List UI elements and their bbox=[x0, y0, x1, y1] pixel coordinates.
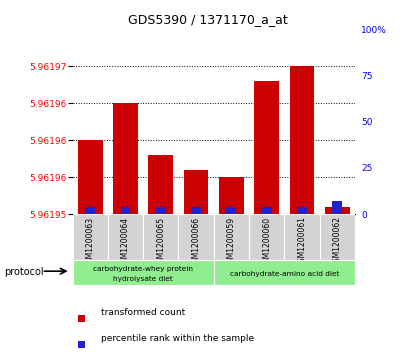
Text: GSM1200063: GSM1200063 bbox=[86, 216, 95, 268]
Bar bbox=[227, 207, 236, 214]
Text: GSM1200061: GSM1200061 bbox=[298, 216, 306, 268]
Text: GSM1200065: GSM1200065 bbox=[156, 216, 165, 268]
Bar bbox=[249, 214, 284, 260]
Bar bbox=[156, 207, 166, 214]
Bar bbox=[85, 207, 95, 214]
Text: GSM1200062: GSM1200062 bbox=[333, 216, 342, 268]
Bar bbox=[214, 260, 355, 285]
Bar bbox=[262, 207, 271, 214]
Bar bbox=[184, 170, 208, 214]
Bar bbox=[149, 155, 173, 214]
Bar bbox=[297, 207, 307, 214]
Text: carbohydrate-amino acid diet: carbohydrate-amino acid diet bbox=[229, 271, 339, 277]
Bar bbox=[284, 214, 320, 260]
Bar bbox=[73, 214, 108, 260]
Text: carbohydrate-whey protein: carbohydrate-whey protein bbox=[93, 266, 193, 272]
Text: GSM1200060: GSM1200060 bbox=[262, 216, 271, 268]
Bar bbox=[332, 201, 342, 214]
Bar bbox=[78, 140, 103, 214]
Text: protocol: protocol bbox=[4, 266, 44, 277]
Bar bbox=[73, 260, 214, 285]
Text: GSM1200064: GSM1200064 bbox=[121, 216, 130, 268]
Text: GSM1200066: GSM1200066 bbox=[192, 216, 200, 268]
Bar bbox=[320, 214, 355, 260]
Bar bbox=[191, 207, 201, 214]
Text: percentile rank within the sample: percentile rank within the sample bbox=[101, 334, 254, 343]
Bar bbox=[254, 81, 279, 214]
Text: GSM1200059: GSM1200059 bbox=[227, 216, 236, 268]
Bar bbox=[325, 207, 349, 214]
Bar bbox=[78, 341, 85, 348]
Text: transformed count: transformed count bbox=[101, 308, 185, 317]
Bar bbox=[219, 177, 244, 214]
Bar bbox=[143, 214, 178, 260]
Bar bbox=[113, 103, 138, 214]
Bar bbox=[290, 66, 314, 214]
Bar bbox=[78, 315, 85, 322]
Bar bbox=[108, 214, 143, 260]
Bar bbox=[214, 214, 249, 260]
Bar bbox=[121, 207, 130, 214]
Text: GDS5390 / 1371170_a_at: GDS5390 / 1371170_a_at bbox=[128, 13, 287, 26]
Text: hydrolysate diet: hydrolysate diet bbox=[113, 276, 173, 282]
Bar bbox=[178, 214, 214, 260]
